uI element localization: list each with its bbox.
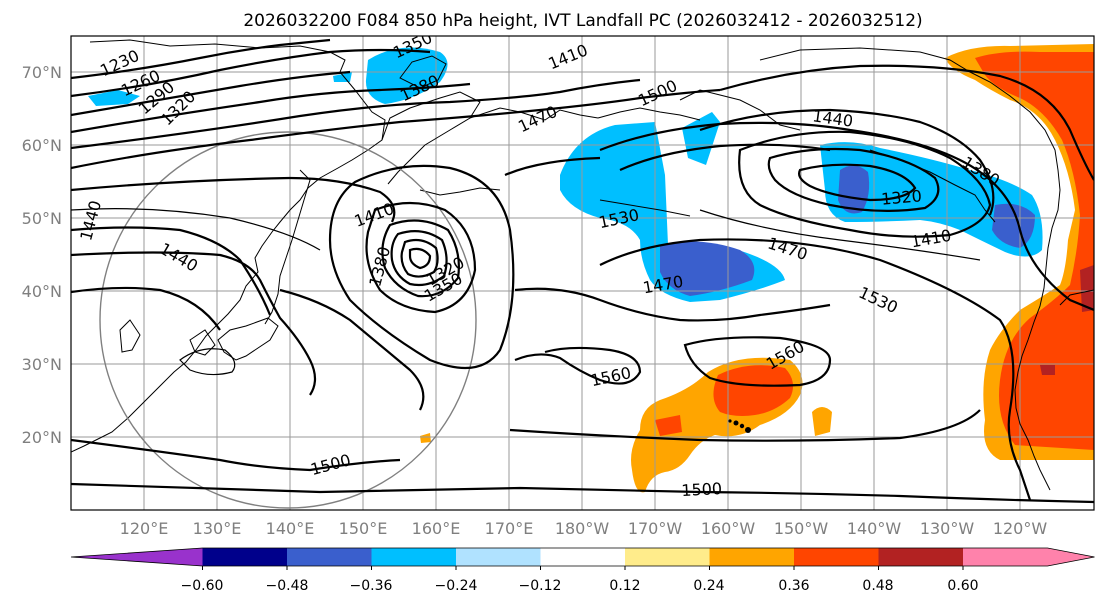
lat-label: 70°N bbox=[22, 63, 62, 82]
colorbar-segment bbox=[71, 548, 203, 566]
lat-label: 30°N bbox=[22, 355, 62, 374]
colorbar-tick-label: −0.48 bbox=[266, 578, 309, 594]
height-contours bbox=[71, 38, 1094, 504]
lon-label: 150°W bbox=[774, 519, 829, 538]
lat-label: 20°N bbox=[22, 428, 62, 447]
colorbar-tick-label: −0.24 bbox=[435, 578, 478, 594]
colorbar-segment bbox=[540, 548, 626, 566]
lon-label: 140°E bbox=[266, 519, 315, 538]
lat-label: 60°N bbox=[22, 136, 62, 155]
colorbar-tick-label: −0.36 bbox=[350, 578, 393, 594]
lon-label: 180°W bbox=[555, 519, 610, 538]
lon-label: 130°E bbox=[193, 519, 242, 538]
colorbar-tick-labels: −0.60 −0.48 −0.36 −0.24 −0.12 0.12 0.24 … bbox=[181, 578, 979, 594]
lon-label: 140°W bbox=[847, 519, 902, 538]
colorbar-segment bbox=[287, 548, 372, 566]
lon-label: 170°W bbox=[628, 519, 683, 538]
contour-label: 1320 bbox=[880, 186, 922, 208]
contour-label: 1500 bbox=[681, 479, 723, 500]
lat-label: 40°N bbox=[22, 282, 62, 301]
colorbar-segment bbox=[794, 548, 879, 566]
colorbar-tick-label: −0.60 bbox=[181, 578, 224, 594]
colorbar-tick-label: 0.60 bbox=[947, 578, 978, 594]
ivt-positive-anomaly bbox=[420, 44, 1094, 493]
colorbar-segment bbox=[625, 548, 710, 566]
colorbar-tick-label: 0.12 bbox=[609, 578, 640, 594]
lon-label: 170°E bbox=[485, 519, 534, 538]
colorbar-segment bbox=[456, 548, 541, 566]
colorbar-segment bbox=[963, 548, 1095, 566]
colorbar-tick-label: 0.48 bbox=[862, 578, 893, 594]
colorbar bbox=[70, 547, 1095, 570]
colorbar-segment bbox=[202, 548, 288, 566]
colorbar-tick-label: −0.12 bbox=[519, 578, 562, 594]
lon-label: 160°E bbox=[412, 519, 461, 538]
lon-label: 150°E bbox=[339, 519, 388, 538]
lon-label: 130°W bbox=[920, 519, 975, 538]
lat-label: 50°N bbox=[22, 209, 62, 228]
lon-label: 160°W bbox=[701, 519, 756, 538]
ivt-negative-anomaly bbox=[88, 47, 1043, 302]
latitude-labels: 70°N 60°N 50°N 40°N 30°N 20°N bbox=[22, 63, 62, 447]
hawaii-islands bbox=[728, 419, 751, 433]
graticule bbox=[71, 36, 1094, 510]
map-frame bbox=[70, 35, 1095, 511]
range-circle bbox=[99, 131, 477, 509]
longitude-labels: 120°E 130°E 140°E 150°E 160°E 170°E 180°… bbox=[120, 519, 1048, 538]
colorbar-tick-label: 0.36 bbox=[778, 578, 809, 594]
colorbar-tick-label: 0.24 bbox=[693, 578, 724, 594]
colorbar-segment bbox=[878, 548, 964, 566]
lon-label: 120°E bbox=[120, 519, 169, 538]
thin-contours bbox=[71, 208, 981, 376]
map-title: 2026032200 F084 850 hPa height, IVT Land… bbox=[243, 11, 922, 31]
colorbar-segment bbox=[709, 548, 795, 566]
lon-label: 120°W bbox=[993, 519, 1048, 538]
colorbar-segment bbox=[371, 548, 457, 566]
map-panel: 1230 1260 1290 1320 1350 1380 1410 1500 … bbox=[71, 36, 1094, 510]
